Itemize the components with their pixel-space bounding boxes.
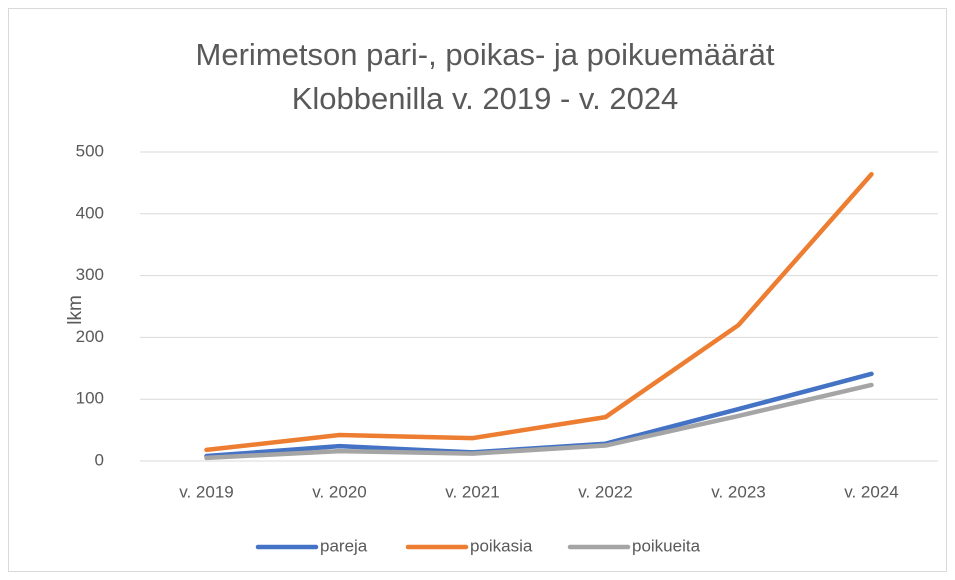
y-tick-label: 500 <box>76 141 104 160</box>
x-tick-label: v. 2023 <box>711 482 766 501</box>
y-tick-label: 0 <box>95 450 104 469</box>
x-tick-label: v. 2024 <box>844 482 899 501</box>
y-axis-label: lkm <box>65 295 86 325</box>
y-tick-label: 400 <box>76 203 104 222</box>
chart-title: Klobbenilla v. 2019 - v. 2024 <box>292 81 679 116</box>
x-tick-label: v. 2021 <box>445 482 500 501</box>
legend-label: poikueita <box>632 536 701 555</box>
y-tick-label: 200 <box>76 327 104 346</box>
legend-label: poikasia <box>470 536 533 555</box>
x-tick-label: v. 2022 <box>578 482 633 501</box>
chart-title: Merimetson pari-, poikas- ja poikuemäärä… <box>196 37 775 72</box>
y-tick-label: 100 <box>76 389 104 408</box>
x-tick-label: v. 2020 <box>312 482 367 501</box>
series-line <box>204 171 874 453</box>
x-tick-label: v. 2019 <box>179 482 234 501</box>
chart-border <box>8 8 947 572</box>
legend-label: pareja <box>320 536 368 555</box>
series-line <box>204 382 874 461</box>
y-tick-label: 300 <box>76 265 104 284</box>
